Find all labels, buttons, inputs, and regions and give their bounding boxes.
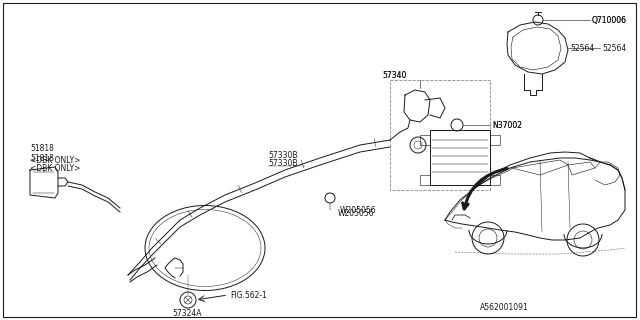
Text: Q710006: Q710006 <box>592 15 627 25</box>
Text: A562001091: A562001091 <box>480 303 529 313</box>
Text: W205056: W205056 <box>338 209 374 218</box>
Text: 57324A: 57324A <box>172 308 202 317</box>
Text: N37002: N37002 <box>492 121 522 130</box>
Bar <box>430 130 490 185</box>
Text: 52564: 52564 <box>570 44 595 52</box>
Text: N37002: N37002 <box>492 121 522 130</box>
Text: 57330B: 57330B <box>268 158 298 167</box>
Text: FIG.562-1: FIG.562-1 <box>230 291 267 300</box>
Bar <box>390 80 490 190</box>
Text: 52564: 52564 <box>602 44 627 52</box>
Text: W205056: W205056 <box>340 205 376 214</box>
Text: 57330B: 57330B <box>268 150 298 159</box>
Text: 57340: 57340 <box>382 70 406 79</box>
Text: Q710006: Q710006 <box>592 15 627 25</box>
Text: <DBK ONLY>: <DBK ONLY> <box>30 156 81 164</box>
Text: 57340: 57340 <box>382 70 406 79</box>
Text: <DBK ONLY>: <DBK ONLY> <box>30 164 81 172</box>
Text: 51818: 51818 <box>30 154 54 163</box>
Text: 51818: 51818 <box>30 143 54 153</box>
